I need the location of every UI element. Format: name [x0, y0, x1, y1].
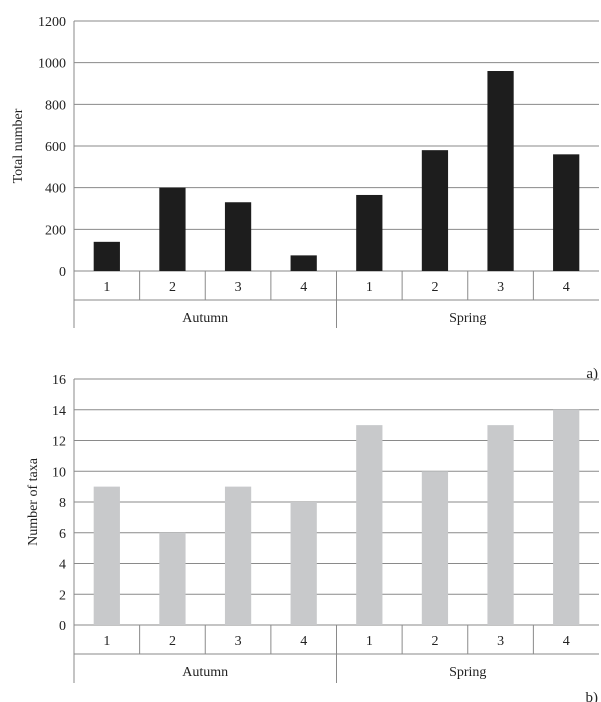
bar	[421, 150, 449, 271]
y-tick-label: 6	[59, 527, 66, 542]
y-tick-label: 1200	[38, 15, 66, 30]
bar	[224, 486, 252, 625]
y-tick-label: 2	[59, 588, 66, 603]
y-tick-label: 400	[45, 182, 66, 197]
y-tick-label: 1000	[38, 57, 66, 72]
x-tick-label: 3	[235, 280, 242, 295]
bar	[290, 255, 317, 271]
x-tick-label: 4	[300, 634, 307, 649]
x-tick-label: 1	[103, 634, 110, 649]
panel-label: b)	[586, 690, 599, 702]
y-tick-label: 14	[52, 404, 66, 419]
y-tick-label: 0	[59, 265, 66, 280]
bar	[356, 425, 383, 625]
x-tick-label: 3	[497, 280, 504, 295]
group-label: Autumn	[182, 311, 228, 326]
group-label: Spring	[449, 665, 486, 680]
bar	[421, 471, 449, 625]
panel-label: a)	[586, 366, 598, 382]
x-tick-label: 1	[366, 634, 373, 649]
x-tick-label: 1	[103, 280, 110, 295]
y-tick-label: 0	[59, 619, 66, 634]
group-label: Autumn	[182, 665, 228, 680]
y-axis-label: Number of taxa	[26, 457, 41, 546]
y-tick-label: 8	[59, 496, 66, 511]
x-tick-label: 2	[431, 634, 438, 649]
x-tick-label: 1	[366, 280, 373, 295]
y-tick-label: 600	[45, 140, 66, 155]
bar	[93, 241, 120, 271]
y-tick-label: 800	[45, 98, 66, 113]
y-tick-label: 16	[52, 373, 66, 388]
bar	[159, 532, 186, 625]
x-tick-label: 2	[431, 280, 438, 295]
x-tick-label: 4	[563, 280, 570, 295]
bar	[553, 154, 580, 271]
y-tick-label: 12	[52, 435, 66, 450]
bar	[487, 425, 514, 625]
y-tick-label: 4	[59, 558, 66, 573]
x-tick-label: 4	[563, 634, 570, 649]
bar	[290, 502, 317, 625]
y-axis-label: Total number	[11, 108, 26, 183]
x-tick-label: 4	[300, 280, 307, 295]
bar	[356, 194, 383, 271]
group-label: Spring	[449, 311, 486, 326]
y-tick-label: 10	[52, 465, 66, 480]
bar	[159, 187, 186, 271]
bar	[487, 71, 514, 271]
bar	[93, 486, 120, 625]
x-tick-label: 2	[169, 634, 176, 649]
bar	[553, 409, 580, 625]
y-tick-label: 200	[45, 223, 66, 238]
x-tick-label: 3	[497, 634, 504, 649]
chart-panel-a: 0 200 400 600 800 1000 1200 1 2 3 4 1 2 3 4 Autumn Sprin…	[11, 15, 599, 382]
bar	[224, 202, 252, 271]
x-tick-label: 3	[235, 634, 242, 649]
x-tick-label: 2	[169, 280, 176, 295]
